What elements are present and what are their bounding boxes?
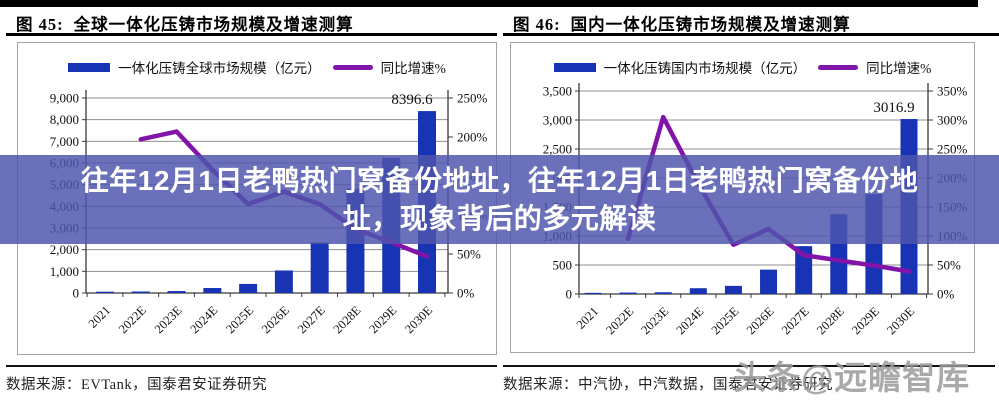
bar-value-label: 8396.6 <box>391 92 433 108</box>
bar-2026E <box>760 269 778 294</box>
bar-2027E <box>795 246 813 294</box>
x-label-2029E: 2029E <box>849 304 882 337</box>
x-label-2026E: 2026E <box>259 303 292 336</box>
svg-text:250%: 250% <box>937 142 968 157</box>
svg-text:300%: 300% <box>937 113 968 128</box>
x-label-2024E: 2024E <box>673 304 706 337</box>
chart-legend: 一体化压铸国内市场规模（亿元） 同比增速% <box>511 57 974 77</box>
bar-2022E <box>619 292 637 294</box>
overlay-banner: 往年12月1日老鸭热门窝备份地址，往年12月1日老鸭热门窝备份地 址，现象背后的… <box>0 155 999 244</box>
bar-2024E <box>203 288 222 293</box>
watermark: 头条@远瞻智库 <box>733 359 971 396</box>
x-label-2026E: 2026E <box>744 304 777 337</box>
legend-line-swatch <box>332 64 373 70</box>
figure-46-text: 国内一体化压铸市场规模及增速测算 <box>570 15 851 34</box>
figure-46-number: 图 46: <box>513 15 561 34</box>
source-note-right: 数据来源：中汽协，中汽数据，国泰君安证券研究 <box>503 365 995 394</box>
source-note-left: 数据来源：EVTank，国泰君安证券研究 <box>6 365 497 394</box>
svg-text:50%: 50% <box>457 247 481 262</box>
overlay-banner-line-1: 往年12月1日老鸭热门窝备份地址，往年12月1日老鸭热门窝备份地 <box>80 164 919 196</box>
svg-text:1,000: 1,000 <box>50 264 79 279</box>
svg-text:200%: 200% <box>457 130 488 145</box>
legend-line-swatch <box>818 64 859 70</box>
x-label-2025E: 2025E <box>223 303 256 336</box>
svg-text:0: 0 <box>73 286 80 301</box>
svg-text:500: 500 <box>553 258 573 273</box>
x-label-2022E: 2022E <box>116 303 149 336</box>
figure-45-text: 全球一体化压铸市场规模及增速测算 <box>73 15 354 34</box>
svg-text:8,000: 8,000 <box>50 112 79 127</box>
legend-bar-swatch <box>553 62 596 72</box>
legend-bar-swatch <box>68 62 111 72</box>
bar-2021 <box>584 292 602 294</box>
svg-text:0%: 0% <box>457 286 475 301</box>
svg-text:0%: 0% <box>937 287 955 302</box>
source-text-right: 数据来源：中汽协，中汽数据，国泰君安证券研究 <box>503 377 833 393</box>
x-label-2024E: 2024E <box>187 303 220 336</box>
svg-text:3,500: 3,500 <box>543 84 572 99</box>
figure-45-number: 图 45: <box>16 15 64 34</box>
bar-2027E <box>310 242 329 293</box>
bar-2026E <box>274 270 293 293</box>
x-label-2027E: 2027E <box>779 304 812 337</box>
x-label-2025E: 2025E <box>709 304 742 337</box>
bar-2024E <box>689 288 707 294</box>
legend-bar-label: 一体化压铸全球市场规模（亿元） <box>118 61 321 76</box>
bar-2023E <box>167 291 186 293</box>
x-label-2022E: 2022E <box>603 304 636 337</box>
figure-45-title: 图 45: 全球一体化压铸市场规模及增速测算 <box>16 11 354 35</box>
bar-value-label: 3016.9 <box>873 100 914 116</box>
source-text-left: 数据来源：EVTank，国泰君安证券研究 <box>6 377 268 393</box>
bar-2025E <box>724 285 742 294</box>
svg-text:250%: 250% <box>457 91 488 106</box>
figure-46-title: 图 46: 国内一体化压铸市场规模及增速测算 <box>513 11 851 35</box>
legend-bar-label: 一体化压铸国内市场规模（亿元） <box>603 61 807 76</box>
bar-2025E <box>239 283 258 293</box>
svg-text:350%: 350% <box>937 84 968 99</box>
x-label-2028E: 2028E <box>814 304 847 337</box>
top-divider-bar <box>0 0 978 7</box>
svg-text:7,000: 7,000 <box>50 134 79 149</box>
legend-line-label: 同比增速% <box>866 61 932 76</box>
svg-text:2,000: 2,000 <box>50 242 79 257</box>
x-label-2028E: 2028E <box>331 303 364 336</box>
x-label-2021: 2021 <box>574 304 602 332</box>
x-label-2021: 2021 <box>86 303 114 331</box>
bar-2021 <box>96 291 114 293</box>
x-label-2029E: 2029E <box>366 303 399 336</box>
title-rule-right <box>503 33 999 36</box>
chart-legend: 一体化压铸全球市场规模（亿元） 同比增速% <box>18 57 496 77</box>
legend-line-label: 同比增速% <box>380 61 446 76</box>
x-label-2023E: 2023E <box>638 304 671 337</box>
overlay-banner-line-2: 址，现象背后的多元解读 <box>342 202 657 234</box>
svg-text:0: 0 <box>566 287 573 302</box>
bar-2023E <box>654 292 672 294</box>
svg-text:50%: 50% <box>937 258 961 273</box>
x-label-2023E: 2023E <box>152 303 185 336</box>
x-label-2030E: 2030E <box>884 304 917 337</box>
bar-2022E <box>131 291 150 293</box>
title-rule-left <box>6 33 497 36</box>
svg-text:2,500: 2,500 <box>543 142 572 157</box>
svg-text:9,000: 9,000 <box>50 91 79 106</box>
x-label-2030E: 2030E <box>402 303 435 336</box>
svg-text:3,000: 3,000 <box>543 113 572 128</box>
x-label-2027E: 2027E <box>295 303 328 336</box>
